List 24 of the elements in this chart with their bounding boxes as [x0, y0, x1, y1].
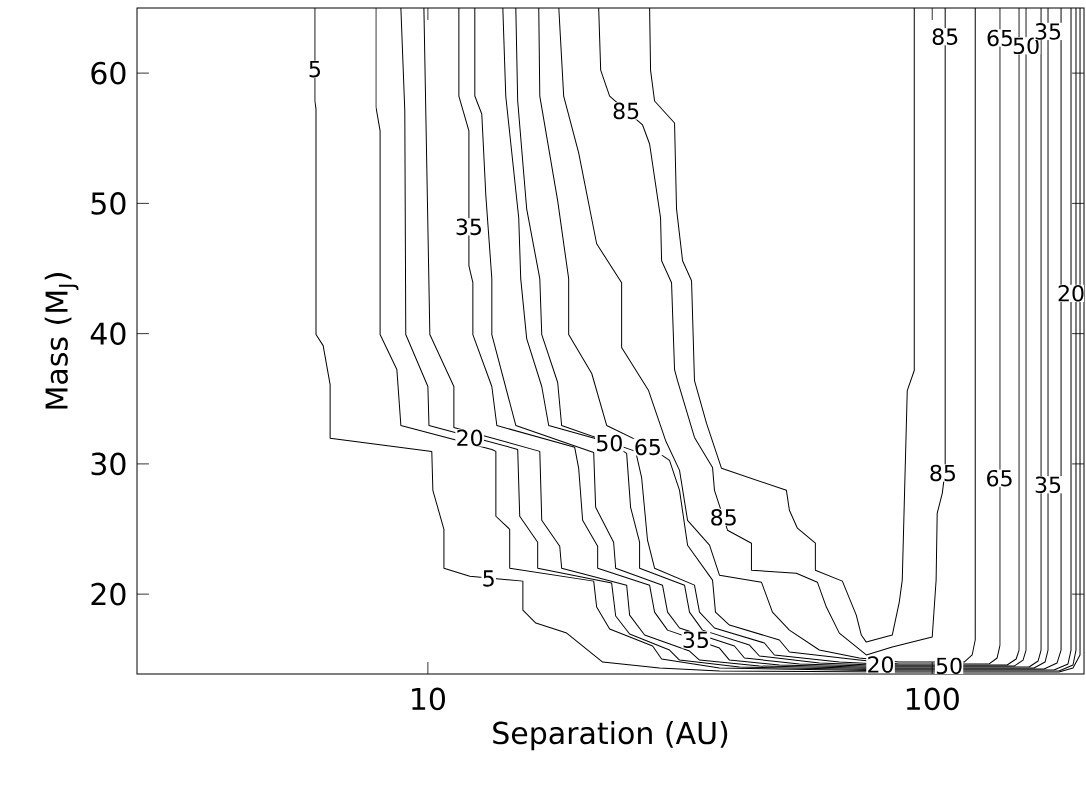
annotation: 20: [1058, 284, 1084, 302]
annotation: 65: [987, 29, 1013, 47]
annotation: 20: [457, 429, 483, 447]
x-tick-label: 10: [412, 687, 445, 711]
annotation: 85: [711, 508, 736, 526]
x-axis-title: Separation (AU): [493, 721, 728, 751]
y-tick-label: 40: [90, 322, 126, 345]
annotation: 85: [613, 102, 639, 120]
y-tick-label: 50: [91, 192, 126, 215]
annotation: 65: [987, 469, 1012, 487]
y-tick-label: 20: [91, 582, 126, 606]
annotation: 35: [1035, 476, 1061, 494]
y-axis-title: Mass (M$_{J}$): [44, 273, 79, 409]
annotation: 35: [683, 631, 708, 649]
annotation: 20: [868, 656, 894, 673]
annotation: 50: [936, 657, 962, 675]
annotation: 5: [309, 61, 320, 78]
y-tick-label: 30: [91, 452, 126, 476]
annotation: 5: [483, 570, 494, 587]
annotation: 85: [932, 28, 958, 45]
y-tick-label: 60: [91, 61, 126, 85]
annotation: 85: [930, 464, 955, 482]
annotation: 35: [456, 218, 481, 236]
x-tick-label: 100: [906, 687, 959, 711]
